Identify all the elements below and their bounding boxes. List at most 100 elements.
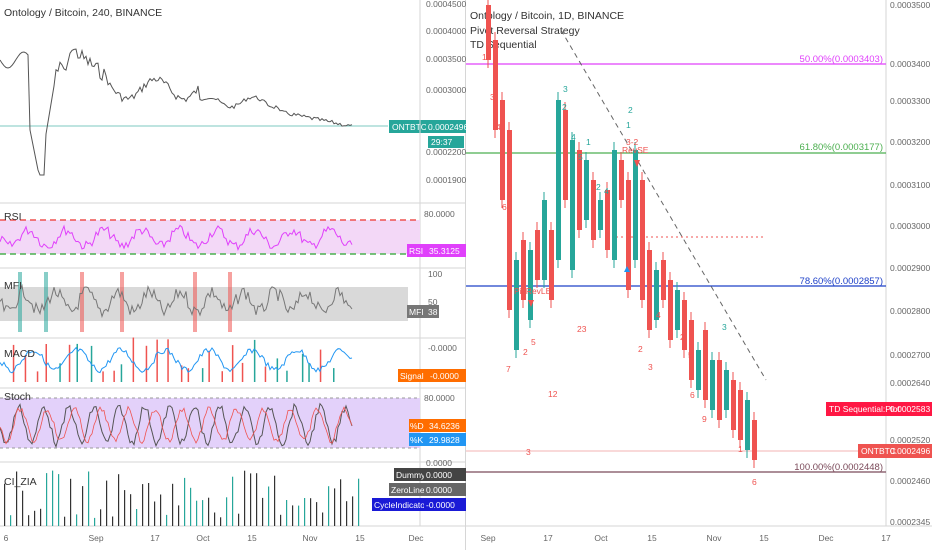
cizia-cycle-value-text: -0.0000 bbox=[426, 500, 455, 510]
cizia-bar bbox=[130, 494, 132, 526]
cizia-bar bbox=[358, 478, 360, 526]
cizia-bar bbox=[220, 517, 222, 526]
indicator-td-sequential[interactable]: TD Sequential bbox=[470, 39, 537, 51]
right-price-axis-label: 0.0003000 bbox=[890, 221, 930, 231]
right-chart-canvas[interactable]: Ontology / Bitcoin, 1D, BINANCE Pivot Re… bbox=[466, 0, 932, 550]
cizia-dummy-tag bbox=[394, 468, 424, 481]
macd-signal-tag bbox=[398, 369, 428, 382]
cizia-bar bbox=[82, 486, 84, 526]
cizia-dummy-value-tag bbox=[424, 468, 466, 481]
left-symbol-tag[interactable] bbox=[389, 120, 435, 133]
indicator-pivot-reversal[interactable]: Pivot Reversal Strategy bbox=[470, 25, 580, 37]
stoch-d-series bbox=[0, 405, 353, 445]
rsi-series bbox=[0, 224, 353, 252]
mfi-signal-bar bbox=[193, 272, 197, 332]
cizia-bar bbox=[22, 490, 24, 526]
left-price-axis: 0.0004500 0.0004000 0.0003500 0.0003000 0.00… bbox=[426, 0, 466, 185]
right-price-axis-label: 0.0003400 bbox=[890, 59, 930, 69]
cizia-label: CI_ZIA bbox=[4, 476, 37, 488]
cizia-dummy-tag-text: Dummy bbox=[396, 470, 426, 480]
right-time-axis-label: 15 bbox=[759, 533, 769, 543]
macd-histogram-bar bbox=[253, 339, 256, 382]
left-time-axis-label: 6 bbox=[4, 533, 9, 543]
td-count: 6 bbox=[502, 202, 507, 212]
right-symbol-tag[interactable] bbox=[858, 444, 932, 458]
cizia-bar bbox=[94, 517, 96, 526]
right-price-axis-label: 0.0003100 bbox=[890, 180, 930, 190]
cizia-bar bbox=[148, 483, 150, 526]
macd-histogram-bar bbox=[102, 371, 104, 382]
candle-down bbox=[682, 300, 687, 350]
td-count: 2 bbox=[596, 182, 601, 192]
candle-up bbox=[570, 140, 575, 270]
candle-down bbox=[521, 240, 526, 300]
right-price-axis-label: 0.0002800 bbox=[890, 306, 930, 316]
cizia-bar bbox=[88, 471, 90, 526]
left-price-axis-label: 0.0003500 bbox=[426, 54, 466, 64]
stoch-d-tag bbox=[409, 419, 427, 432]
left-time-axis-label: Nov bbox=[302, 533, 318, 543]
cizia-bar bbox=[232, 476, 234, 526]
left-time-axis: 6 Sep 17 Oct 15 Nov 15 Dec bbox=[4, 533, 425, 543]
cizia-bar bbox=[244, 470, 246, 526]
mfi-tag-text: MFI bbox=[409, 307, 424, 317]
mfi-series bbox=[0, 283, 353, 319]
td-count: 2 bbox=[523, 347, 528, 357]
stoch-axis-low: 0.0000 bbox=[426, 458, 452, 468]
right-symbol-tag-text: ONTBTC bbox=[861, 446, 896, 456]
td-count: 4 bbox=[496, 122, 501, 132]
candle-down bbox=[549, 230, 554, 300]
macd-histogram-bar bbox=[145, 345, 148, 382]
cizia-bar bbox=[160, 494, 162, 526]
trend-line[interactable] bbox=[560, 29, 767, 381]
left-price-axis-label: 0.0004500 bbox=[426, 0, 466, 9]
macd-histogram-bar bbox=[45, 344, 47, 382]
stoch-k-value-tag bbox=[427, 419, 466, 432]
cizia-bar bbox=[262, 497, 264, 526]
right-price-axis-label: 0.0003300 bbox=[890, 96, 930, 106]
cizia-bar bbox=[124, 490, 126, 526]
left-chart-pane[interactable]: Ontology / Bitcoin, 240, BINANCE 0.00045… bbox=[0, 0, 468, 550]
cizia-bar bbox=[136, 509, 138, 526]
left-price-tag[interactable] bbox=[426, 120, 466, 133]
rsi-label: RSI bbox=[4, 211, 22, 223]
macd-histogram-bar bbox=[286, 370, 288, 382]
cizia-bar bbox=[352, 496, 354, 526]
right-price-axis: 0.0003500 0.0003400 0.0003300 0.0003200 0.00… bbox=[890, 0, 930, 527]
macd-histogram-bar bbox=[187, 368, 190, 382]
candle-down bbox=[668, 280, 673, 340]
td-count: 5 bbox=[531, 337, 536, 347]
macd-histogram-bar bbox=[319, 349, 322, 382]
td-count: 1 bbox=[626, 120, 631, 130]
candle-up bbox=[514, 260, 519, 350]
td-count: 3 bbox=[526, 447, 531, 457]
macd-value-tag bbox=[428, 369, 466, 382]
td-count: 23 bbox=[577, 324, 587, 334]
macd-histogram-bar bbox=[24, 355, 27, 382]
mfi-value-tag bbox=[427, 305, 439, 318]
right-time-axis-label: 17 bbox=[881, 533, 891, 543]
left-price-axis-label: 0.0001900 bbox=[426, 175, 466, 185]
td-count: 4 bbox=[656, 310, 661, 320]
cizia-bar bbox=[304, 498, 306, 526]
left-chart-canvas[interactable]: Ontology / Bitcoin, 240, BINANCE 0.00045… bbox=[0, 0, 468, 550]
macd-histogram-bar bbox=[241, 362, 244, 382]
pivrevle-label: PivRevLE bbox=[514, 286, 552, 296]
fib-50-label: 50.00%(0.0003403) bbox=[800, 54, 883, 65]
revse-label: RevSE bbox=[622, 145, 649, 155]
right-time-axis-label: 17 bbox=[543, 533, 553, 543]
left-price-axis-label: 0.0002200 bbox=[426, 147, 466, 157]
right-chart-pane[interactable]: Ontology / Bitcoin, 1D, BINANCE Pivot Re… bbox=[466, 0, 932, 550]
stoch-k-series bbox=[0, 402, 353, 449]
cizia-bar bbox=[10, 515, 12, 526]
stoch-axis: 80.0000 bbox=[424, 393, 455, 403]
td-count: 6 bbox=[752, 477, 757, 487]
macd-histogram-bar bbox=[167, 339, 169, 382]
td-count: 3 bbox=[722, 322, 727, 332]
macd-histogram-bar bbox=[132, 337, 135, 382]
candle-up bbox=[633, 150, 638, 260]
candle-down bbox=[689, 320, 694, 380]
cizia-bar bbox=[106, 480, 108, 526]
right-price-axis-label: 0.0002345 bbox=[890, 517, 930, 527]
stoch-k-value-text: 34.6236 bbox=[429, 421, 460, 431]
